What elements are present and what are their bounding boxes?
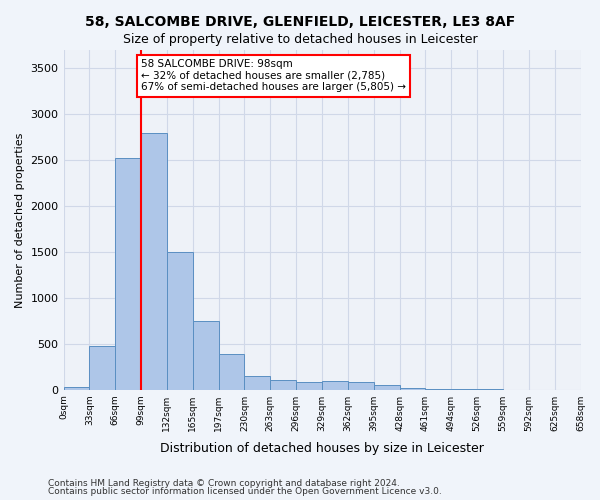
Bar <box>89 346 115 390</box>
Text: 58 SALCOMBE DRIVE: 98sqm
← 32% of detached houses are smaller (2,785)
67% of sem: 58 SALCOMBE DRIVE: 98sqm ← 32% of detach… <box>141 59 406 92</box>
Text: Contains public sector information licensed under the Open Government Licence v3: Contains public sector information licen… <box>48 487 442 496</box>
Bar <box>218 354 244 390</box>
Bar <box>348 382 374 390</box>
Bar <box>296 382 322 390</box>
Bar <box>374 385 400 390</box>
Bar <box>244 376 271 390</box>
X-axis label: Distribution of detached houses by size in Leicester: Distribution of detached houses by size … <box>160 442 484 455</box>
Bar <box>193 321 218 390</box>
Bar <box>141 132 167 390</box>
Bar <box>115 158 141 390</box>
Bar <box>271 380 296 390</box>
Y-axis label: Number of detached properties: Number of detached properties <box>15 132 25 308</box>
Bar <box>322 382 348 390</box>
Bar <box>64 387 89 390</box>
Bar <box>400 388 425 390</box>
Text: Contains HM Land Registry data © Crown copyright and database right 2024.: Contains HM Land Registry data © Crown c… <box>48 478 400 488</box>
Text: 58, SALCOMBE DRIVE, GLENFIELD, LEICESTER, LE3 8AF: 58, SALCOMBE DRIVE, GLENFIELD, LEICESTER… <box>85 15 515 29</box>
Text: Size of property relative to detached houses in Leicester: Size of property relative to detached ho… <box>122 32 478 46</box>
Bar <box>167 252 193 390</box>
